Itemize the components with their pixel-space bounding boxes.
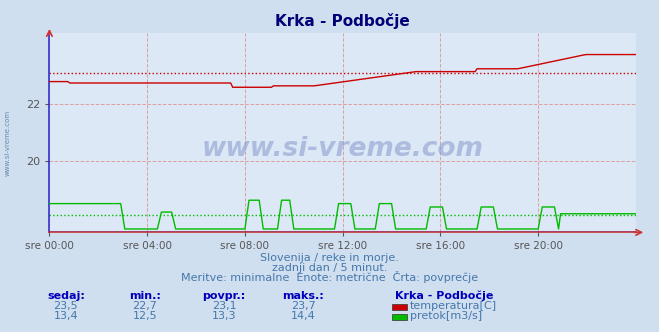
Text: min.:: min.: (129, 291, 161, 301)
Text: Slovenija / reke in morje.: Slovenija / reke in morje. (260, 253, 399, 263)
Text: 13,4: 13,4 (53, 311, 78, 321)
Text: maks.:: maks.: (282, 291, 324, 301)
Text: 23,1: 23,1 (212, 301, 237, 311)
Text: 23,5: 23,5 (53, 301, 78, 311)
Text: www.si-vreme.com: www.si-vreme.com (202, 136, 484, 162)
Text: pretok[m3/s]: pretok[m3/s] (410, 311, 482, 321)
Text: 14,4: 14,4 (291, 311, 316, 321)
Text: 22,7: 22,7 (132, 301, 158, 311)
Text: 23,7: 23,7 (291, 301, 316, 311)
Text: 12,5: 12,5 (132, 311, 158, 321)
Text: 13,3: 13,3 (212, 311, 237, 321)
Text: Krka - Podbočje: Krka - Podbočje (395, 290, 494, 301)
Text: Meritve: minimalne  Enote: metrične  Črta: povprečje: Meritve: minimalne Enote: metrične Črta:… (181, 271, 478, 283)
Text: www.si-vreme.com: www.si-vreme.com (5, 110, 11, 176)
Text: temperatura[C]: temperatura[C] (410, 301, 497, 311)
Text: zadnji dan / 5 minut.: zadnji dan / 5 minut. (272, 263, 387, 273)
Title: Krka - Podbočje: Krka - Podbočje (275, 13, 410, 29)
Text: povpr.:: povpr.: (202, 291, 246, 301)
Text: sedaj:: sedaj: (47, 291, 85, 301)
